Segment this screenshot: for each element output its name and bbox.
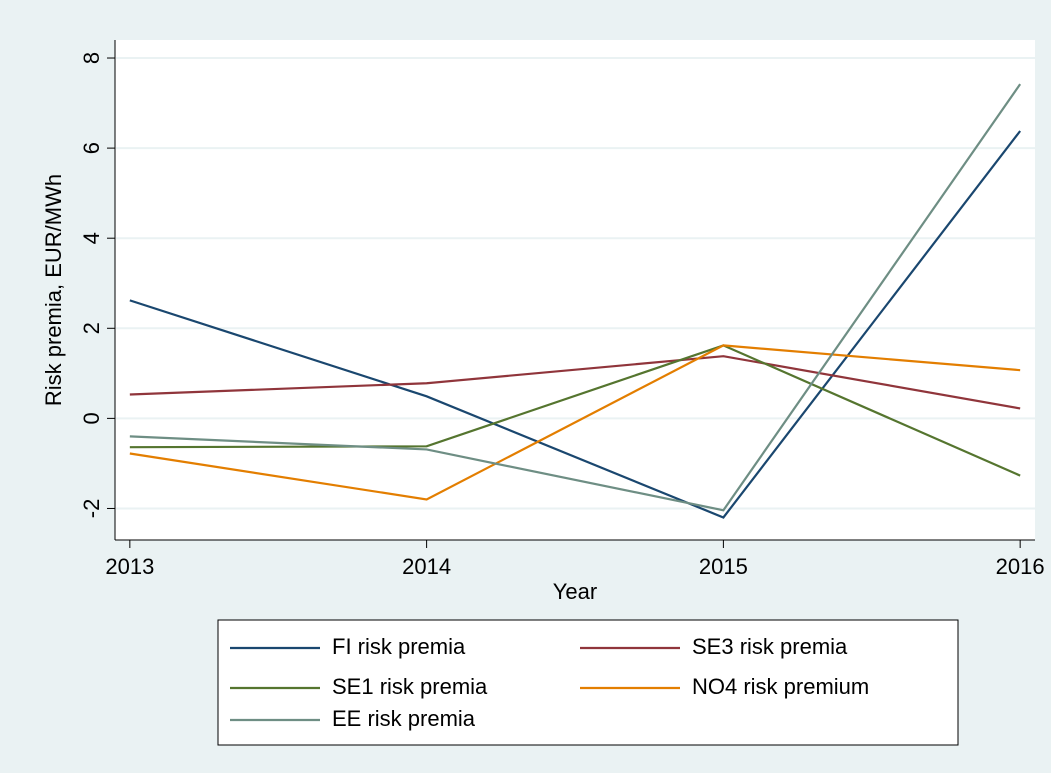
y-tick-label: 2 [79,322,104,334]
legend-label: SE3 risk premia [692,634,848,659]
x-axis-title: Year [553,579,597,604]
series-line [129,130,1022,519]
legend-label: FI risk premia [332,634,466,659]
series-line [129,344,1021,477]
legend-label: NO4 risk premium [692,674,869,699]
y-tick-label: 4 [79,232,104,244]
x-tick-label: 2014 [402,554,451,579]
y-tick-label: 8 [79,52,104,64]
legend-label: SE1 risk premia [332,674,488,699]
series-line [129,83,1022,512]
y-tick-label: 6 [79,142,104,154]
series-line [129,355,1021,410]
y-tick-label: 0 [79,412,104,424]
x-tick-label: 2015 [699,554,748,579]
legend-box [217,619,959,746]
y-tick-label: -2 [79,499,104,519]
x-tick-label: 2013 [105,554,154,579]
y-axis-title: Risk premia, EUR/MWh [41,174,66,406]
series-line [129,344,1021,501]
x-tick-label: 2016 [996,554,1045,579]
legend-label: EE risk premia [332,706,476,731]
